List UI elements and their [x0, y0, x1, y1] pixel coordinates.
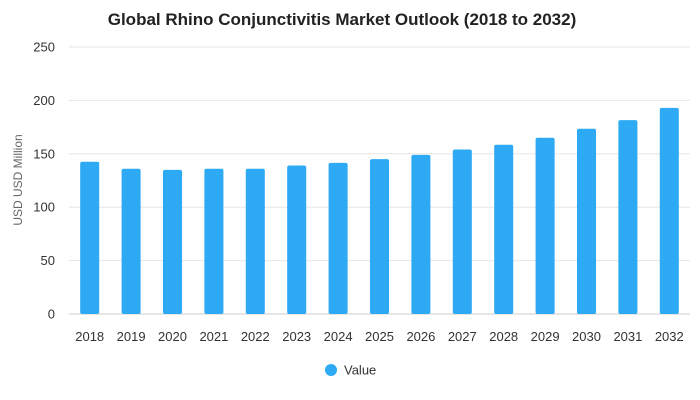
- bar-2032[interactable]: [659, 107, 679, 314]
- x-axis-ticks: 2018 2019 2020 2021 2022 2023 2024 2025 2026 2027…: [75, 329, 684, 344]
- legend-label: Value: [344, 363, 376, 378]
- y-tick-label: 100: [33, 200, 55, 215]
- bar-2019[interactable]: [121, 168, 141, 314]
- chart-title: Global Rhino Conjunctivitis Market Outlo…: [108, 10, 577, 29]
- legend-swatch: [325, 364, 337, 376]
- y-tick-label: 250: [33, 40, 55, 55]
- bar-2031[interactable]: [618, 120, 638, 315]
- bars: [80, 107, 679, 315]
- x-tick-label: 2032: [655, 329, 684, 344]
- bar-2027[interactable]: [452, 149, 472, 314]
- bar-2026[interactable]: [411, 154, 431, 314]
- x-tick-label: 2018: [75, 329, 104, 344]
- y-tick-label: 150: [33, 146, 55, 161]
- bar-2023[interactable]: [287, 165, 307, 314]
- bar-2020[interactable]: [162, 169, 183, 314]
- y-axis-label: USD USD Million: [11, 134, 25, 225]
- bar-2021[interactable]: [204, 168, 224, 314]
- x-tick-label: 2029: [531, 329, 560, 344]
- bar-2024[interactable]: [328, 162, 348, 314]
- y-axis-ticks: 0 50 100 150 200 250: [33, 40, 55, 322]
- x-tick-label: 2028: [489, 329, 518, 344]
- bar-2029[interactable]: [535, 137, 555, 314]
- y-tick-label: 0: [48, 307, 55, 322]
- bar-2025[interactable]: [369, 159, 390, 314]
- x-tick-label: 2020: [158, 329, 187, 344]
- x-tick-label: 2023: [282, 329, 311, 344]
- legend[interactable]: Value: [325, 363, 376, 378]
- bar-2022[interactable]: [245, 168, 265, 314]
- x-tick-label: 2022: [241, 329, 270, 344]
- bar-2018[interactable]: [80, 161, 100, 314]
- x-tick-label: 2024: [324, 329, 353, 344]
- x-tick-label: 2031: [613, 329, 642, 344]
- bar-2028[interactable]: [494, 144, 514, 314]
- x-tick-label: 2025: [365, 329, 394, 344]
- bar-2030[interactable]: [576, 128, 597, 314]
- x-tick-label: 2021: [199, 329, 228, 344]
- y-tick-label: 50: [41, 253, 55, 268]
- x-tick-label: 2026: [406, 329, 435, 344]
- y-tick-label: 200: [33, 93, 55, 108]
- x-tick-label: 2019: [117, 329, 146, 344]
- x-tick-label: 2030: [572, 329, 601, 344]
- x-tick-label: 2027: [448, 329, 477, 344]
